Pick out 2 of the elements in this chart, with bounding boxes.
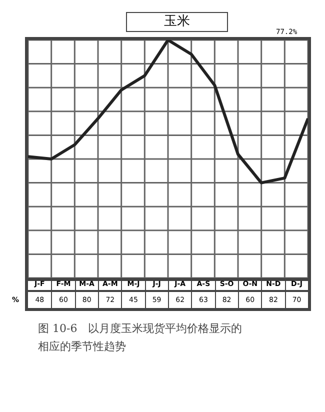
caption: 图 10-6 以月度玉米现货平均价格显示的相应的季节性趋势 [38, 321, 243, 355]
chart-title: 玉米 [126, 12, 228, 32]
